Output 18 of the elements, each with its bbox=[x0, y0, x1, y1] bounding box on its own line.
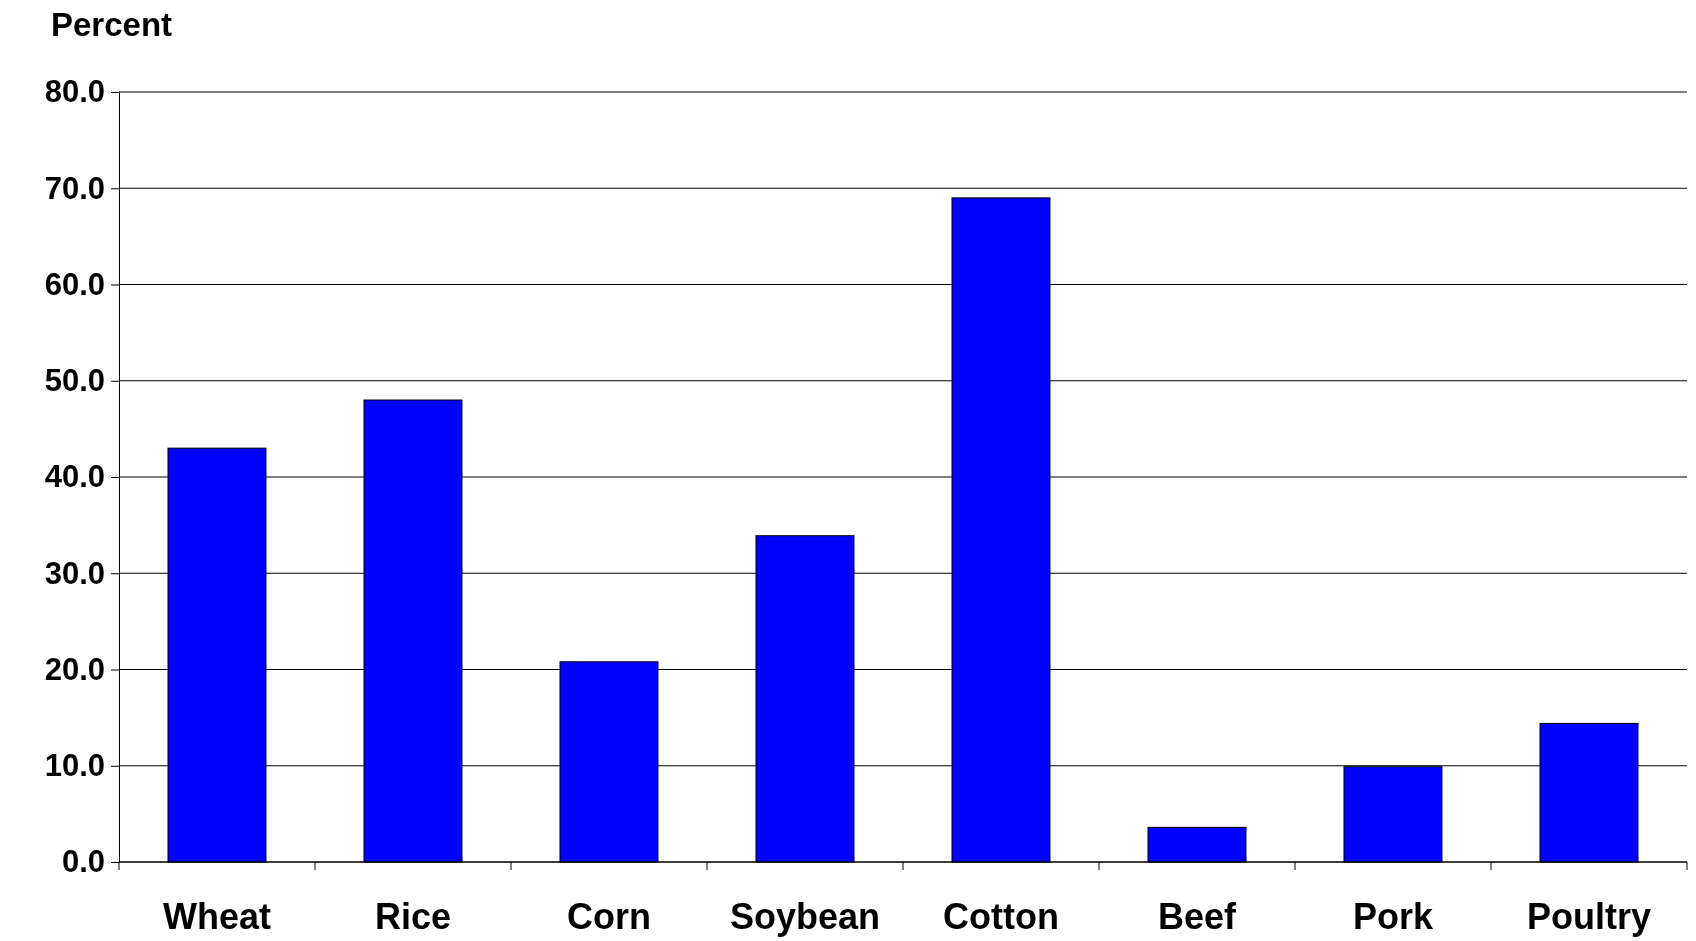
y-tick-label: 60.0 bbox=[44, 266, 105, 302]
x-tick-label: Beef bbox=[1157, 896, 1238, 937]
x-tick-label: Pork bbox=[1352, 896, 1434, 937]
y-tick-label: 50.0 bbox=[44, 363, 105, 399]
y-tick-label: 20.0 bbox=[44, 651, 105, 687]
y-axis-title: Percent bbox=[51, 6, 173, 43]
x-tick-label: Soybean bbox=[729, 896, 881, 937]
y-tick-label: 40.0 bbox=[44, 459, 105, 495]
y-tick-label: 70.0 bbox=[44, 170, 105, 206]
y-tick-label: 30.0 bbox=[44, 555, 105, 591]
y-tick-label: 80.0 bbox=[44, 74, 105, 110]
x-tick-label: Corn bbox=[567, 896, 651, 937]
y-tick-label: 0.0 bbox=[61, 844, 105, 880]
x-tick-label: Rice bbox=[374, 896, 452, 937]
x-tick-label: Cotton bbox=[943, 896, 1059, 937]
x-tick-label: Poultry bbox=[1526, 896, 1652, 937]
x-tick-label: Wheat bbox=[163, 896, 272, 937]
y-tick-label: 10.0 bbox=[44, 748, 105, 784]
